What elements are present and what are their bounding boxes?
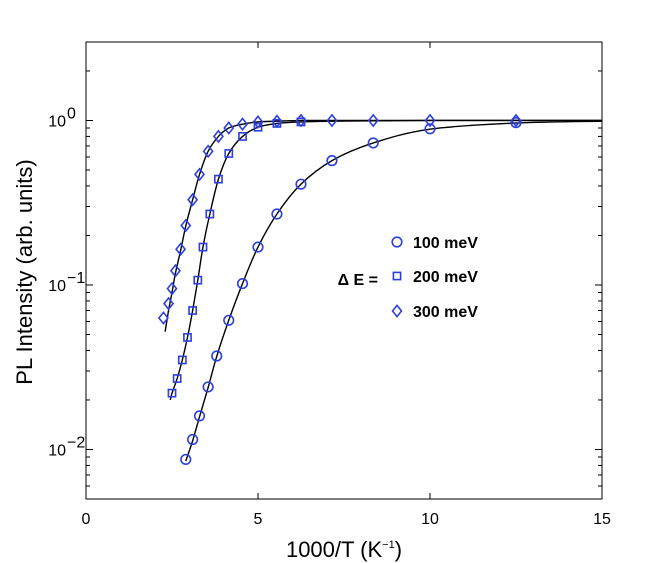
legend-marker-circle: [391, 236, 403, 248]
data-point-square: [172, 374, 182, 383]
y-tick-exponent: −2: [67, 434, 85, 451]
x-axis-label-main: 1000/T (K: [286, 537, 383, 562]
y-tick-exponent: −1: [67, 270, 85, 287]
data-point-circle: [271, 208, 283, 220]
data-point-diamond: [169, 263, 181, 278]
data-point-diamond: [271, 114, 283, 129]
data-point-diamond: [252, 115, 264, 129]
y-tick-label: 10: [48, 113, 66, 130]
y-tick-label: 10: [48, 278, 66, 295]
data-point-circle: [252, 241, 264, 253]
y-tick-label: 10: [48, 442, 66, 459]
data-point-square: [205, 209, 215, 219]
legend-marker-square: [392, 271, 402, 281]
data-point-square: [224, 149, 234, 158]
data-point-diamond: [157, 311, 169, 325]
data-point-circle: [211, 350, 223, 362]
data-point-circle: [295, 178, 307, 190]
y-tick-exponent: 0: [67, 105, 76, 122]
legend-label: 200 meV: [413, 269, 478, 286]
data-point-square: [177, 355, 187, 365]
legend: Δ E = 100 meV 200 meV 300 meV: [338, 235, 479, 321]
legend-label: 100 meV: [413, 235, 478, 252]
legend-marker-diamond: [391, 304, 403, 318]
x-tick-label: 10: [421, 511, 439, 528]
y-axis-label: PL Intensity (arb. units): [12, 159, 37, 384]
x-axis-label-close: ): [395, 537, 402, 562]
legend-entries: 100 meV 200 meV 300 meV: [391, 235, 478, 321]
data-point-diamond: [326, 113, 338, 128]
data-point-circle: [180, 453, 192, 466]
data-point-circle: [510, 117, 522, 129]
data-point-diamond: [187, 192, 199, 207]
legend-entry-circle: 100 meV: [391, 235, 478, 252]
x-axis-label: 1000/T (K−1): [286, 537, 402, 562]
x-axis-label-sup: −1: [382, 539, 395, 551]
data-point-diamond: [163, 296, 175, 311]
data-markers: [157, 113, 522, 466]
data-point-square: [198, 242, 208, 252]
data-point-diamond: [223, 121, 235, 135]
legend-label: 300 meV: [413, 304, 478, 321]
data-point-square: [183, 333, 192, 342]
legend-entry-square: 200 meV: [392, 269, 478, 286]
data-point-diamond: [175, 242, 187, 257]
data-point-circle: [193, 410, 206, 422]
x-tick-labels: 0 5 10 15: [82, 511, 611, 528]
series-diamond: [157, 113, 522, 325]
data-point-circle: [236, 277, 249, 290]
series-circle: [180, 117, 522, 466]
legend-entry-diamond: 300 meV: [391, 304, 478, 321]
data-point-circle: [202, 381, 214, 393]
data-point-circle: [367, 137, 379, 149]
data-point-diamond: [180, 218, 192, 233]
data-point-square: [238, 132, 247, 141]
data-point-diamond: [295, 113, 307, 128]
data-point-diamond: [367, 113, 379, 128]
legend-prefix: Δ E =: [338, 272, 378, 289]
x-tick-label: 0: [82, 511, 91, 528]
data-point-square: [167, 388, 177, 398]
data-point-diamond: [424, 113, 436, 128]
data-point-diamond: [194, 167, 206, 182]
data-point-diamond: [166, 281, 178, 296]
data-point-square: [214, 174, 223, 184]
data-point-diamond: [202, 144, 214, 159]
plot-frame: [85, 41, 603, 500]
x-tick-label: 15: [593, 511, 611, 528]
data-point-square: [253, 122, 263, 132]
x-tick-label: 5: [254, 511, 263, 528]
data-point-diamond: [212, 129, 224, 144]
axis-ticks: [85, 41, 603, 500]
data-point-circle: [424, 123, 436, 135]
data-point-square: [188, 306, 198, 315]
data-point-square: [193, 275, 203, 285]
data-point-diamond: [237, 117, 249, 132]
data-point-diamond: [510, 113, 522, 128]
data-point-circle: [187, 433, 199, 446]
data-point-circle: [326, 155, 338, 167]
data-point-circle: [223, 314, 235, 326]
